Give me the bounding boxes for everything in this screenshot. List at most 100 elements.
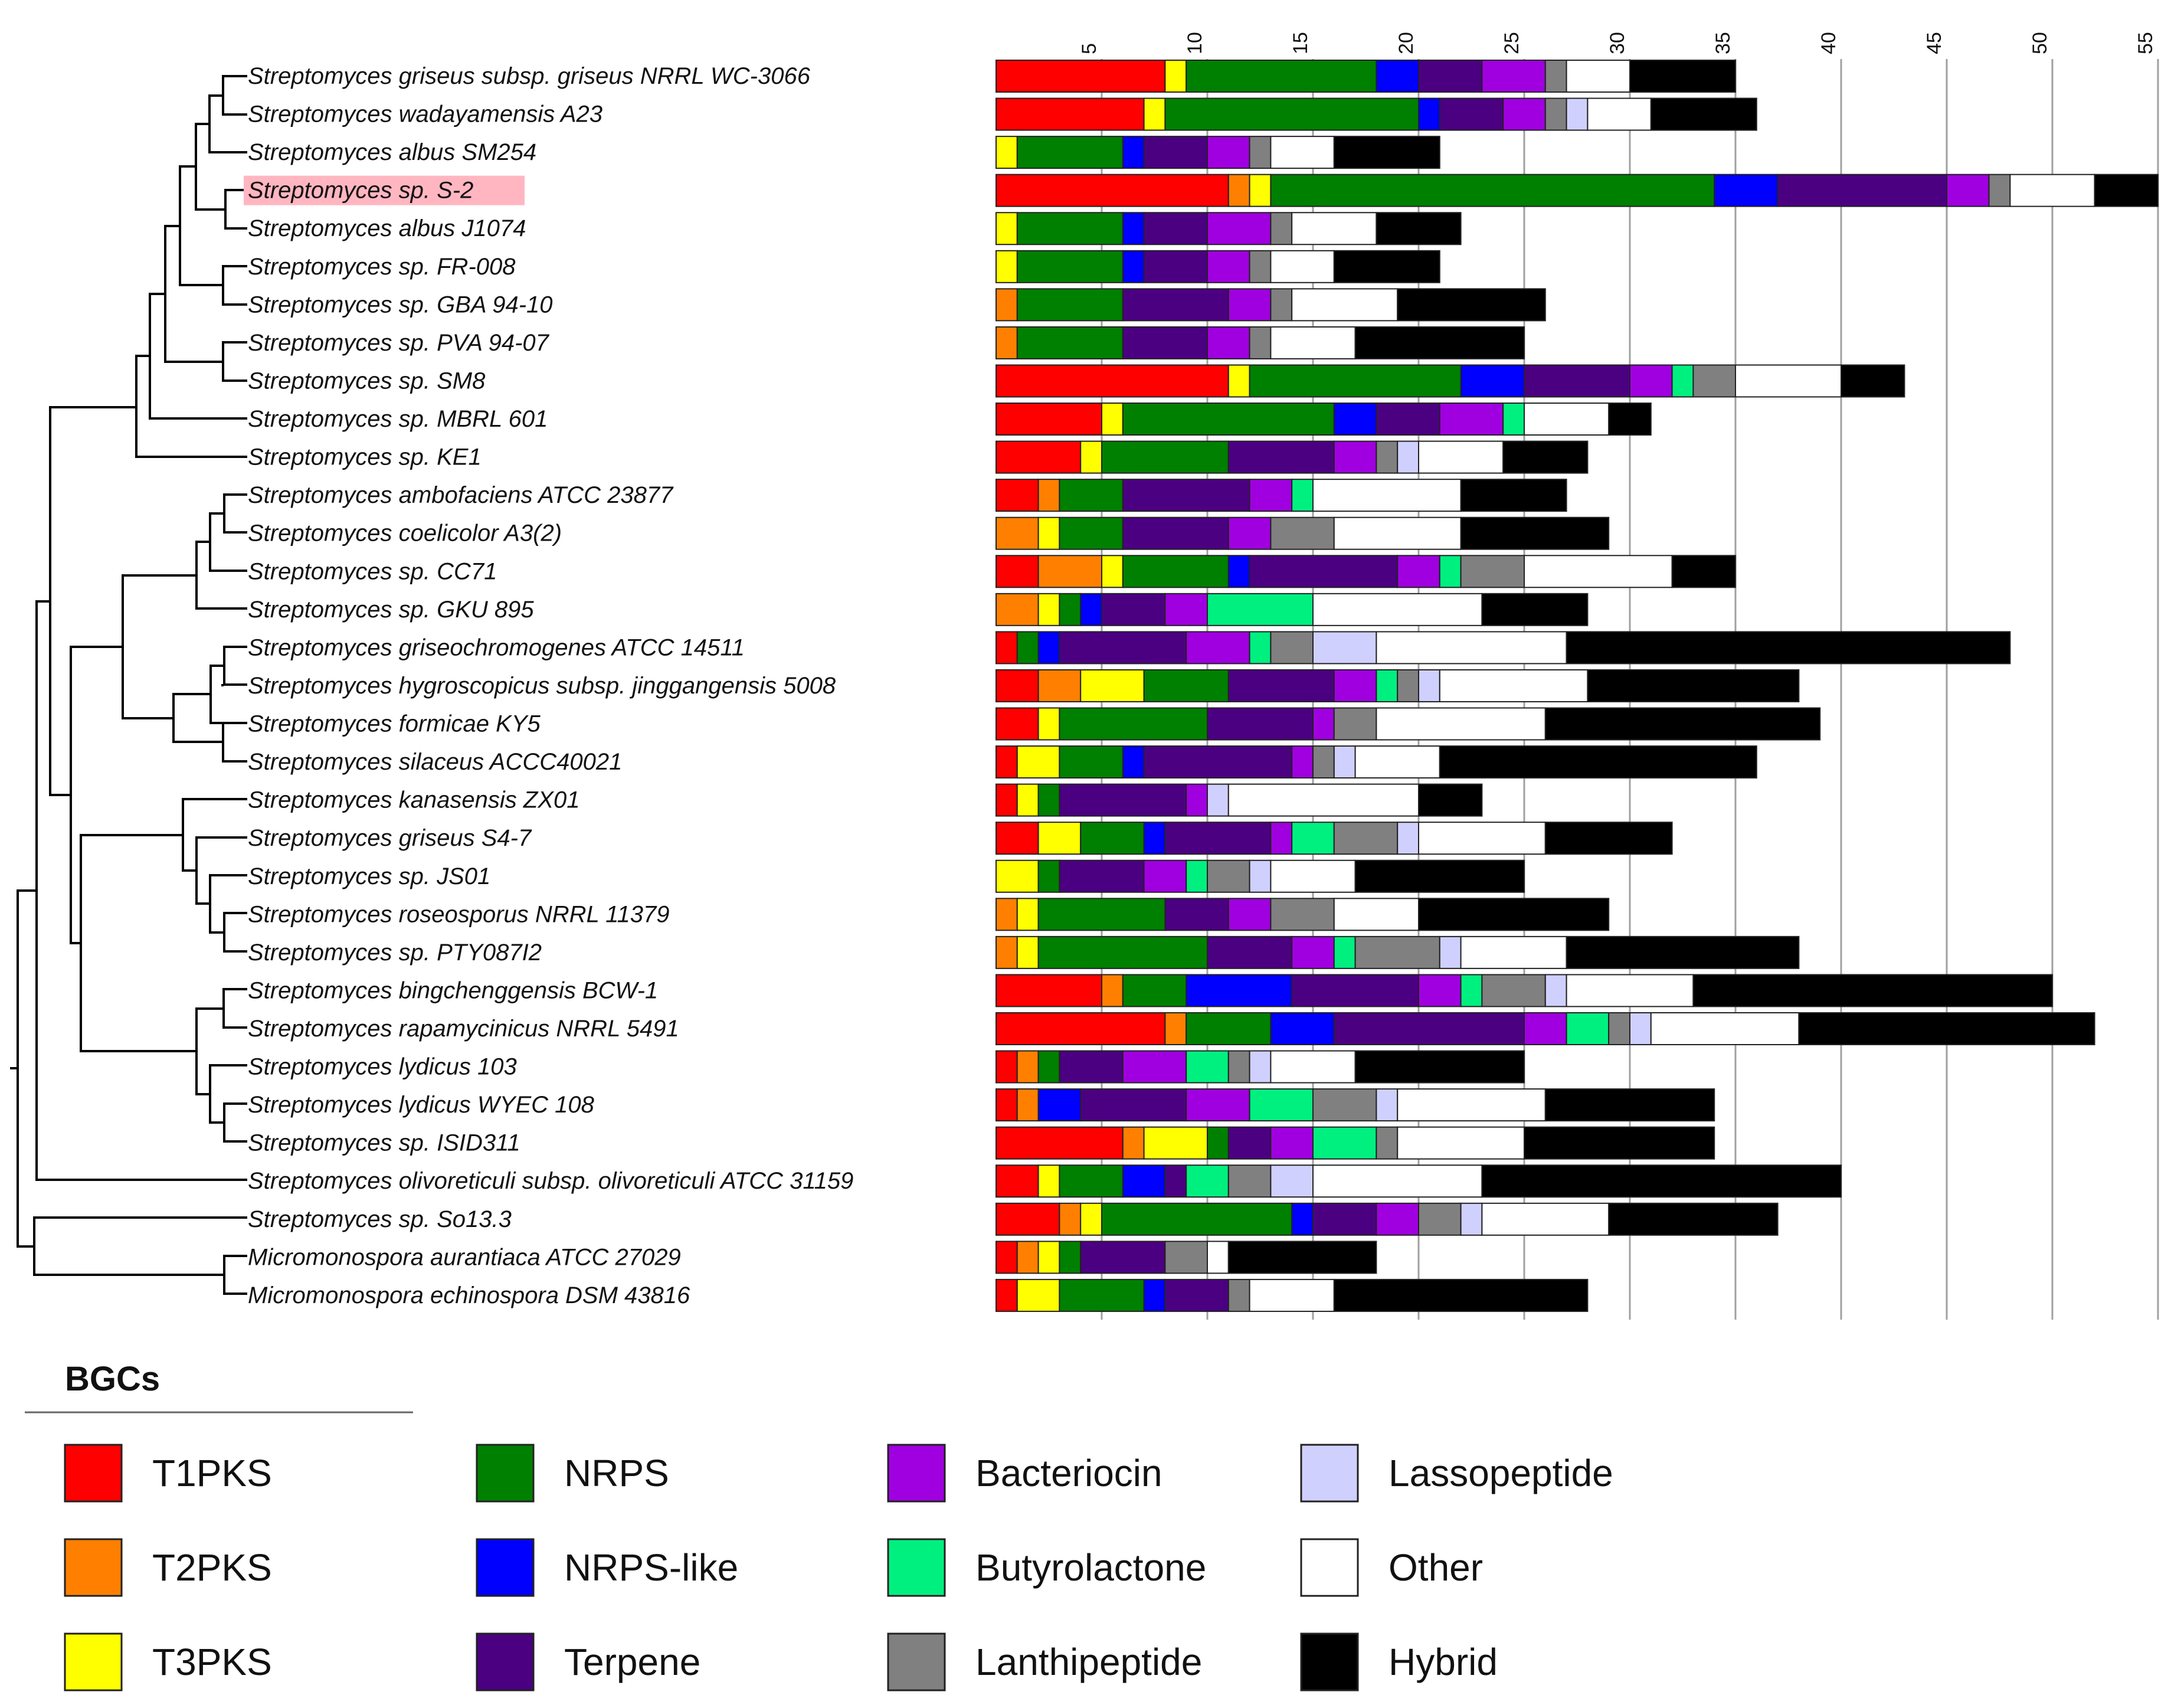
bar-segment-other: [1439, 669, 1589, 702]
bar-segment-t1pks: [995, 1012, 1166, 1045]
legend-entry: Lanthipeptide: [887, 1632, 1202, 1691]
organism-label: Streptomyces formicae KY5: [248, 711, 541, 737]
tree-branches-lower: [17, 406, 247, 1295]
bar-segment-hybrid: [1333, 1278, 1589, 1312]
bar-segment-hybrid: [1481, 593, 1589, 626]
bar-segment-t2pks: [1016, 1050, 1039, 1084]
organism-label: Streptomyces lydicus 103: [248, 1054, 517, 1080]
bar-segment-lassopeptide: [1418, 669, 1440, 702]
bar-segment-nrps-like: [1037, 1088, 1082, 1122]
bar-segment-t3pks: [1037, 516, 1060, 550]
bar-segment-t3pks: [1143, 1126, 1208, 1160]
bar-segment-bacteriocin: [1227, 288, 1272, 322]
bar-segment-t1pks: [995, 745, 1018, 779]
organism-label: Streptomyces ambofaciens ATCC 23877: [248, 482, 674, 508]
bar-segment-terpene: [1143, 250, 1208, 283]
bar-segment-t3pks: [1080, 440, 1102, 474]
bar-segment-t3pks: [1016, 935, 1039, 969]
legend-entry: Terpene: [476, 1632, 700, 1691]
bar-segment-butyrolactone: [1207, 593, 1314, 626]
bar-segment-bacteriocin: [1207, 326, 1250, 359]
bar-row: [995, 479, 1567, 512]
legend-swatch: [887, 1444, 946, 1503]
x-tick-label: 30: [1606, 32, 1629, 54]
legend-title: BGCs: [65, 1360, 160, 1398]
bar-segment-terpene: [1059, 1050, 1124, 1084]
bar-segment-bacteriocin: [1524, 1012, 1567, 1045]
bar-segment-bacteriocin: [1291, 745, 1314, 779]
bar-segment-butyrolactone: [1439, 555, 1462, 588]
bar-segment-other: [1566, 974, 1694, 1007]
bar-segment-other: [1397, 1088, 1546, 1122]
bar-segment-lassopeptide: [1439, 935, 1462, 969]
bar-segment-terpene: [1207, 935, 1293, 969]
bar-segment-t3pks: [1143, 97, 1166, 131]
bar-segment-lassopeptide: [1397, 440, 1419, 474]
bar-segment-bacteriocin: [1270, 822, 1293, 855]
bar-segment-hybrid: [1354, 326, 1525, 359]
bar-segment-nrps: [1059, 593, 1082, 626]
x-tick-label: 25: [1501, 32, 1523, 54]
bar-segment-hybrid: [1376, 212, 1462, 246]
bar-segment-other: [1566, 60, 1631, 93]
bar-segment-t2pks: [1164, 1012, 1187, 1045]
legend-label: NRPS: [564, 1452, 669, 1494]
bar-segment-t3pks: [1080, 1202, 1102, 1236]
bar-segment-butyrolactone: [1186, 1164, 1229, 1198]
legend-entry: Lassopeptide: [1300, 1444, 1613, 1503]
bar-segment-t2pks: [995, 326, 1018, 359]
bar-segment-t2pks: [995, 935, 1018, 969]
organism-label: Streptomyces sp. MBRL 601: [248, 406, 548, 432]
bar-segment-other: [1227, 783, 1420, 817]
bar-segment-nrps: [1186, 1012, 1272, 1045]
bar-segment-t2pks: [995, 288, 1018, 322]
bar-segment-nrps-like: [1291, 1202, 1314, 1236]
bar-segment-t2pks: [1016, 1088, 1039, 1122]
organism-label: Streptomyces coelicolor A3(2): [248, 521, 562, 547]
bar-segment-t2pks: [1122, 1126, 1145, 1160]
legend-swatch: [1300, 1538, 1359, 1597]
bar-segment-lassopeptide: [1629, 1012, 1652, 1045]
bar-segment-other: [1207, 1241, 1229, 1274]
legend-label: NRPS-like: [564, 1546, 738, 1589]
organism-label: Streptomyces roseosporus NRRL 11379: [248, 901, 669, 927]
bar-segment-nrps: [1101, 1202, 1293, 1236]
bar-segment-terpene: [1333, 1012, 1525, 1045]
bar-segment-t2pks: [1037, 669, 1082, 702]
bar-segment-nrps: [1143, 669, 1229, 702]
bar-segment-other: [1397, 1126, 1525, 1160]
bar-segment-nrps-like: [1122, 136, 1145, 169]
organism-label: Streptomyces albus J1074: [248, 215, 526, 241]
bar-segment-terpene: [1143, 212, 1208, 246]
bar-segment-nrps-like: [1080, 593, 1102, 626]
bar-row: [995, 593, 1589, 626]
stacked-bars: [995, 60, 2159, 1312]
bar-segment-t1pks: [995, 1278, 1018, 1312]
bar-segment-t3pks: [1101, 555, 1124, 588]
bar-segment-bacteriocin: [1418, 974, 1462, 1007]
bar-segment-butyrolactone: [1186, 859, 1208, 893]
organism-label: Streptomyces bingchenggensis BCW-1: [248, 977, 658, 1003]
bar-segment-butyrolactone: [1312, 1126, 1377, 1160]
bar-segment-other: [1376, 707, 1546, 741]
bar-segment-lanthipeptide: [1249, 136, 1272, 169]
bar-segment-nrps: [1016, 212, 1124, 246]
bar-segment-other: [2009, 174, 2095, 207]
bar-segment-terpene: [1376, 403, 1440, 436]
bar-segment-t2pks: [995, 898, 1018, 931]
bar-segment-nrps: [1059, 1241, 1082, 1274]
bar-segment-other: [1418, 440, 1504, 474]
bar-segment-nrps: [1016, 326, 1124, 359]
bar-segment-nrps-like: [1270, 1012, 1335, 1045]
bar-segment-lassopeptide: [1207, 783, 1229, 817]
organism-label: Streptomyces sp. FR-008: [248, 254, 516, 280]
bar-segment-terpene: [1524, 364, 1630, 398]
bar-segment-terpene: [1439, 97, 1504, 131]
legend-entry: Hybrid: [1300, 1632, 1498, 1691]
bar-segment-other: [1481, 1202, 1610, 1236]
bar-segment-hybrid: [1566, 631, 2011, 665]
bar-segment-bacteriocin: [1249, 479, 1293, 512]
bar-segment-nrps-like: [1714, 174, 1779, 207]
organism-label: Streptomyces griseochromogenes ATCC 1451…: [248, 634, 745, 660]
bar-segment-nrps: [1207, 1126, 1229, 1160]
